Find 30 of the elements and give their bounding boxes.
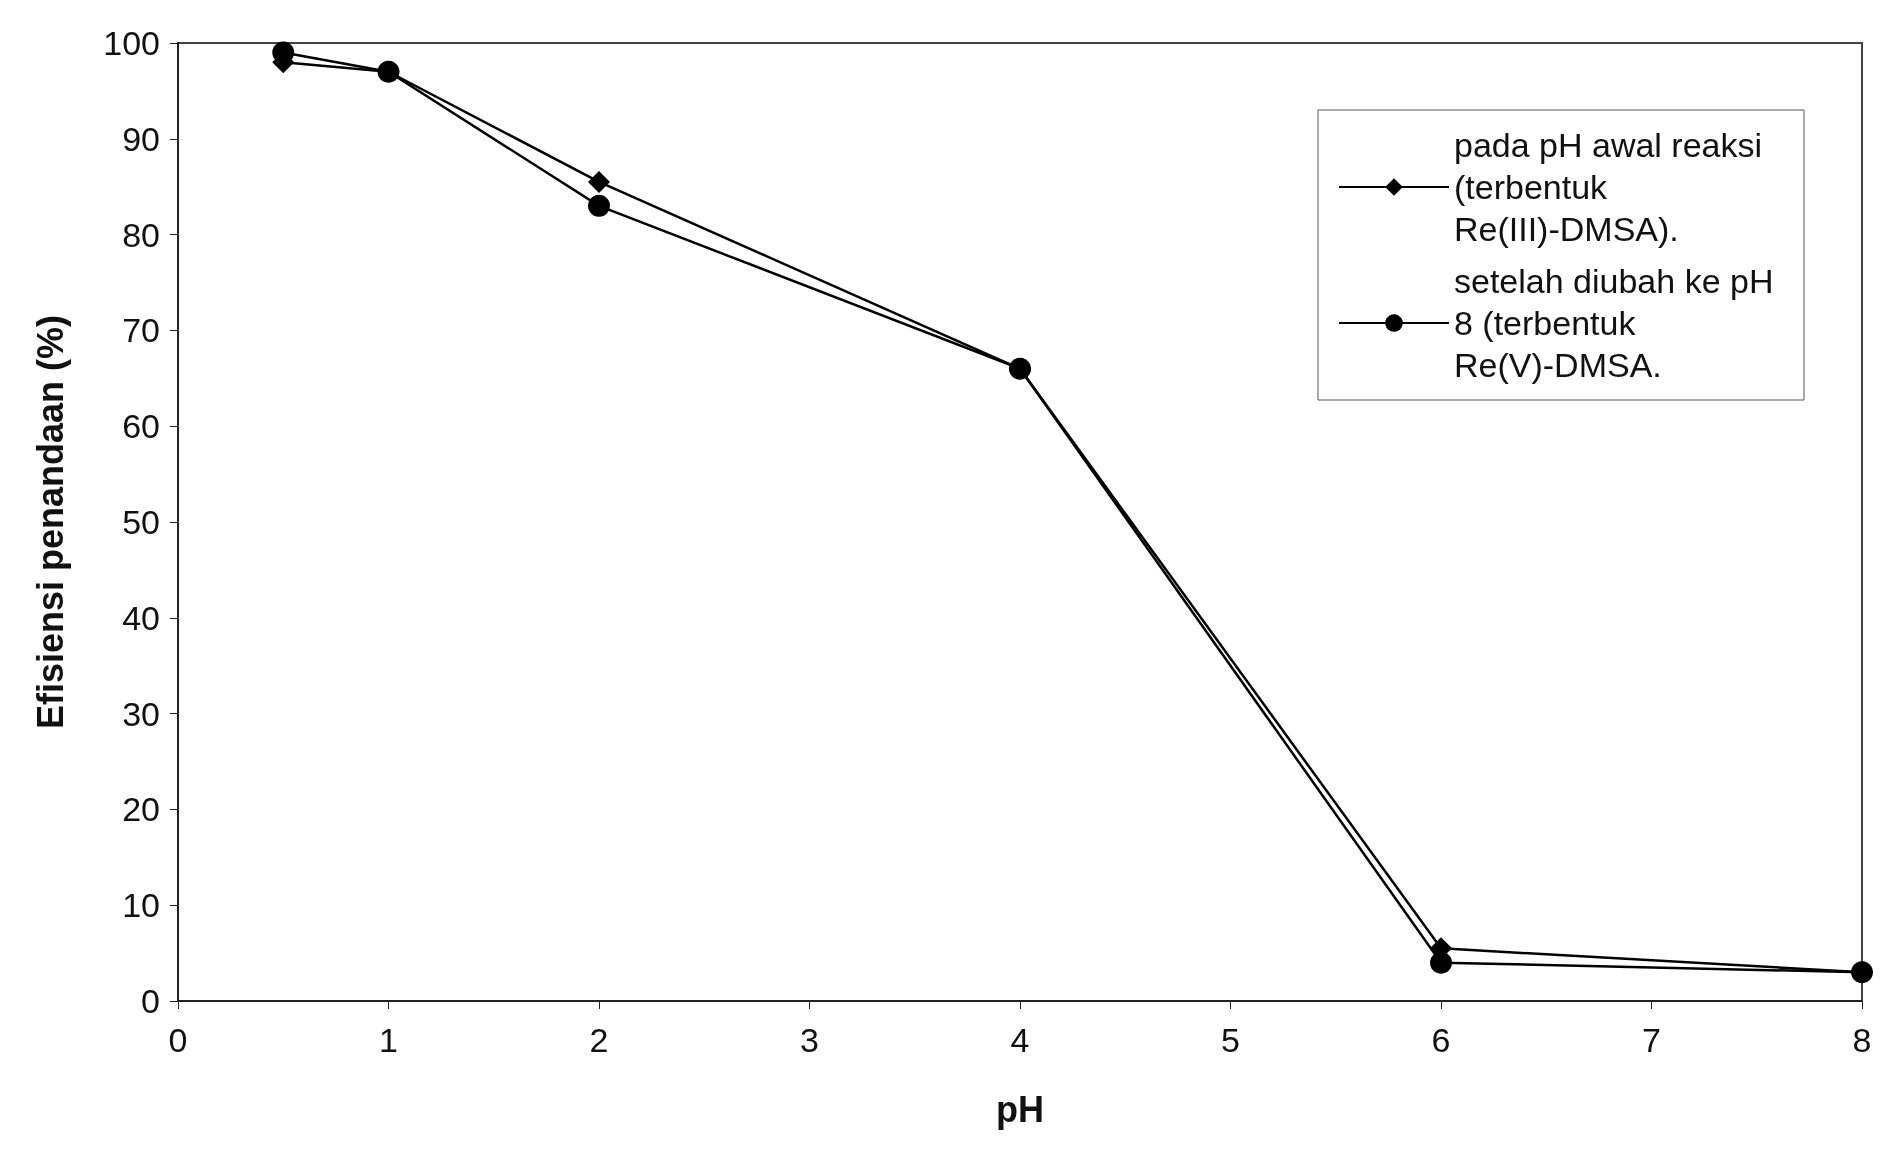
point [588,194,610,217]
legend-label: pada pH awal reaksi (terbentuk Re(III)-DMSA). [1454,126,1772,248]
x-tick-label: 4 [1010,1021,1030,1059]
point [1851,961,1873,984]
x-tick-label: 8 [1852,1021,1872,1059]
legend-label: setelah diubah ke pH 8 (terbentuk Re(V)-DMSA. [1454,262,1783,384]
x-tick-label: 7 [1642,1021,1661,1059]
y-tick-label: 40 [122,598,160,637]
y-tick-label: 70 [122,311,160,350]
point [1009,357,1031,380]
x-tick-label: 2 [589,1021,609,1059]
point [588,170,610,193]
x-tick-label: 6 [1431,1021,1451,1059]
y-tick-label: 10 [122,886,160,925]
x-axis-title: pH [996,1088,1044,1130]
y-tick-label: 0 [141,982,160,1020]
x-tick-label: 3 [800,1021,819,1059]
x-tick-label: 5 [1221,1021,1240,1059]
point [1430,951,1452,974]
y-tick-label: 80 [122,215,160,254]
y-axis-title: Efisiensi penandaan (%) [29,314,71,730]
x-tick-label: 1 [379,1021,398,1059]
y-tick-label: 60 [122,407,160,446]
y-tick-label: 100 [103,24,160,62]
y-tick-label: 90 [122,119,160,158]
y-tick-label: 30 [122,694,160,733]
y-tick-label: 20 [122,790,160,829]
y-tick-label: 50 [122,503,160,541]
x-tick-label: 0 [168,1021,188,1059]
point [377,60,400,83]
